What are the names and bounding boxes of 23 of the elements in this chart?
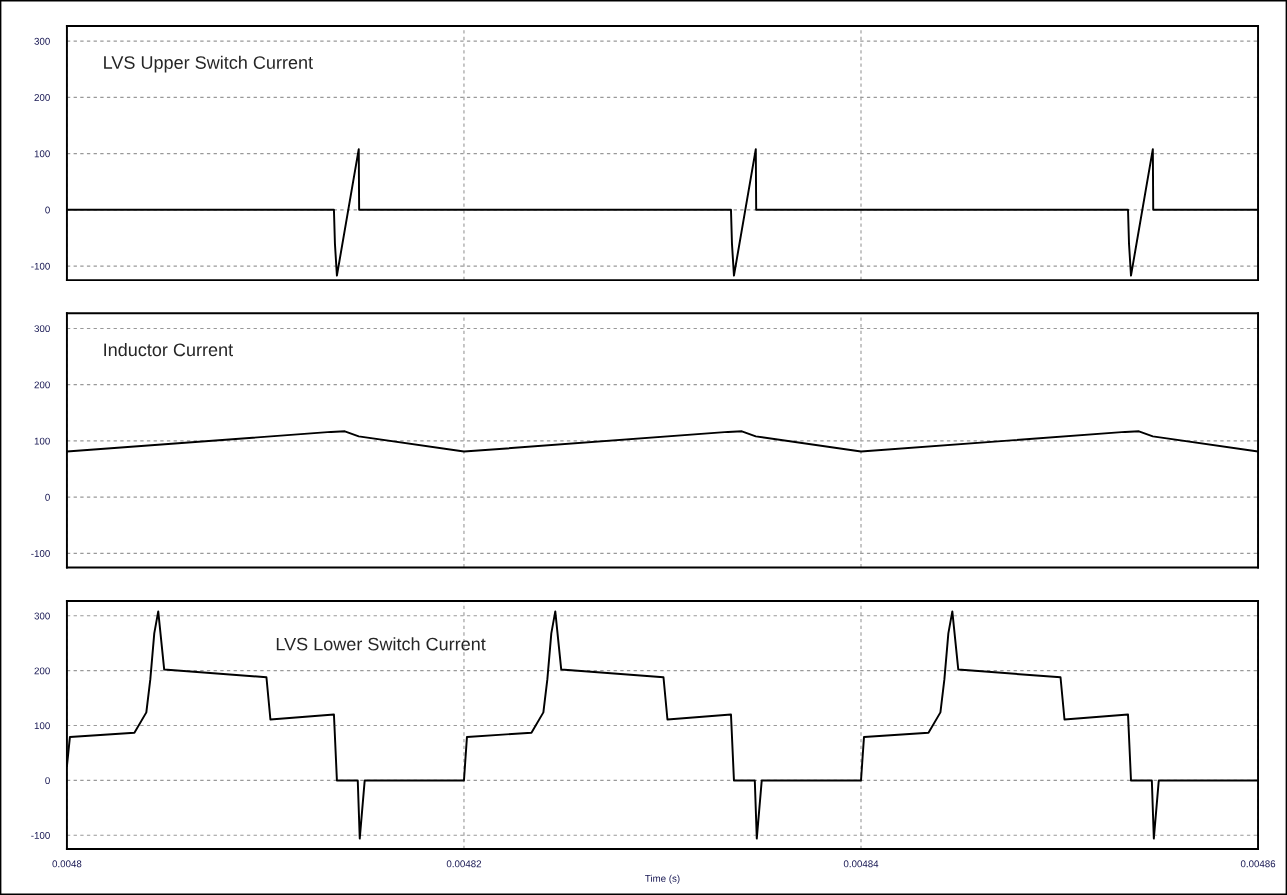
y-tick-label: 200 — [34, 94, 50, 101]
x-tick-label: 0.0048 — [52, 860, 82, 868]
y-tick-label: 0 — [45, 206, 50, 214]
y-tick-label: 100 — [34, 437, 50, 445]
y-tick-label: 300 — [34, 325, 50, 333]
annotation: LVS Upper Switch Current — [104, 55, 313, 73]
y-tick-label: -100 — [31, 832, 50, 839]
y-tick-label: 300 — [34, 612, 50, 620]
y-tick-label: 300 — [34, 37, 50, 45]
y-tick-label: 0 — [45, 493, 50, 501]
x-tick-label: 0.00486 — [1240, 860, 1276, 868]
x-tick-label: 0.00482 — [446, 860, 482, 868]
y-tick-label: 100 — [34, 150, 50, 158]
y-tick-label: -100 — [31, 262, 50, 270]
annotation: Inductor Current — [104, 342, 233, 357]
x-tick-label: 0.00484 — [843, 860, 879, 868]
y-tick-label: -100 — [31, 550, 50, 557]
y-tick-label: 100 — [34, 722, 50, 730]
y-tick-label: 200 — [34, 381, 50, 389]
y-tick-label: 200 — [34, 667, 50, 675]
annotation: LVS Lower Switch Current — [276, 637, 486, 651]
y-tick-label: 0 — [45, 777, 50, 785]
x-axis-title: Time (s) — [645, 874, 680, 884]
